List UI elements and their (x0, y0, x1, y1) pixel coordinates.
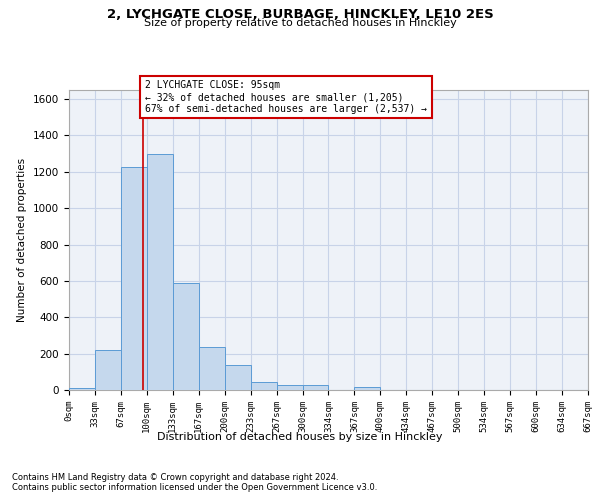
Bar (199, 348, 224, 390)
Bar (302, 386, 328, 390)
Text: Contains public sector information licensed under the Open Government Licence v3: Contains public sector information licen… (12, 484, 377, 492)
Bar (121, 168, 147, 390)
Text: 2 LYCHGATE CLOSE: 95sqm
← 32% of detached houses are smaller (1,205)
67% of semi: 2 LYCHGATE CLOSE: 95sqm ← 32% of detache… (145, 80, 427, 114)
Y-axis label: Number of detached properties: Number of detached properties (17, 158, 28, 322)
Bar (95, 350, 121, 390)
Text: 2, LYCHGATE CLOSE, BURBAGE, HINCKLEY, LE10 2ES: 2, LYCHGATE CLOSE, BURBAGE, HINCKLEY, LE… (107, 8, 493, 20)
Bar (224, 366, 251, 390)
Text: Distribution of detached houses by size in Hinckley: Distribution of detached houses by size … (157, 432, 443, 442)
Text: Size of property relative to detached houses in Hinckley: Size of property relative to detached ho… (143, 18, 457, 28)
Text: Contains HM Land Registry data © Crown copyright and database right 2024.: Contains HM Land Registry data © Crown c… (12, 472, 338, 482)
Bar (147, 154, 173, 390)
Bar (277, 384, 302, 390)
Bar (173, 282, 199, 390)
Bar (355, 388, 380, 390)
Bar (251, 382, 277, 390)
Bar (69, 388, 95, 390)
